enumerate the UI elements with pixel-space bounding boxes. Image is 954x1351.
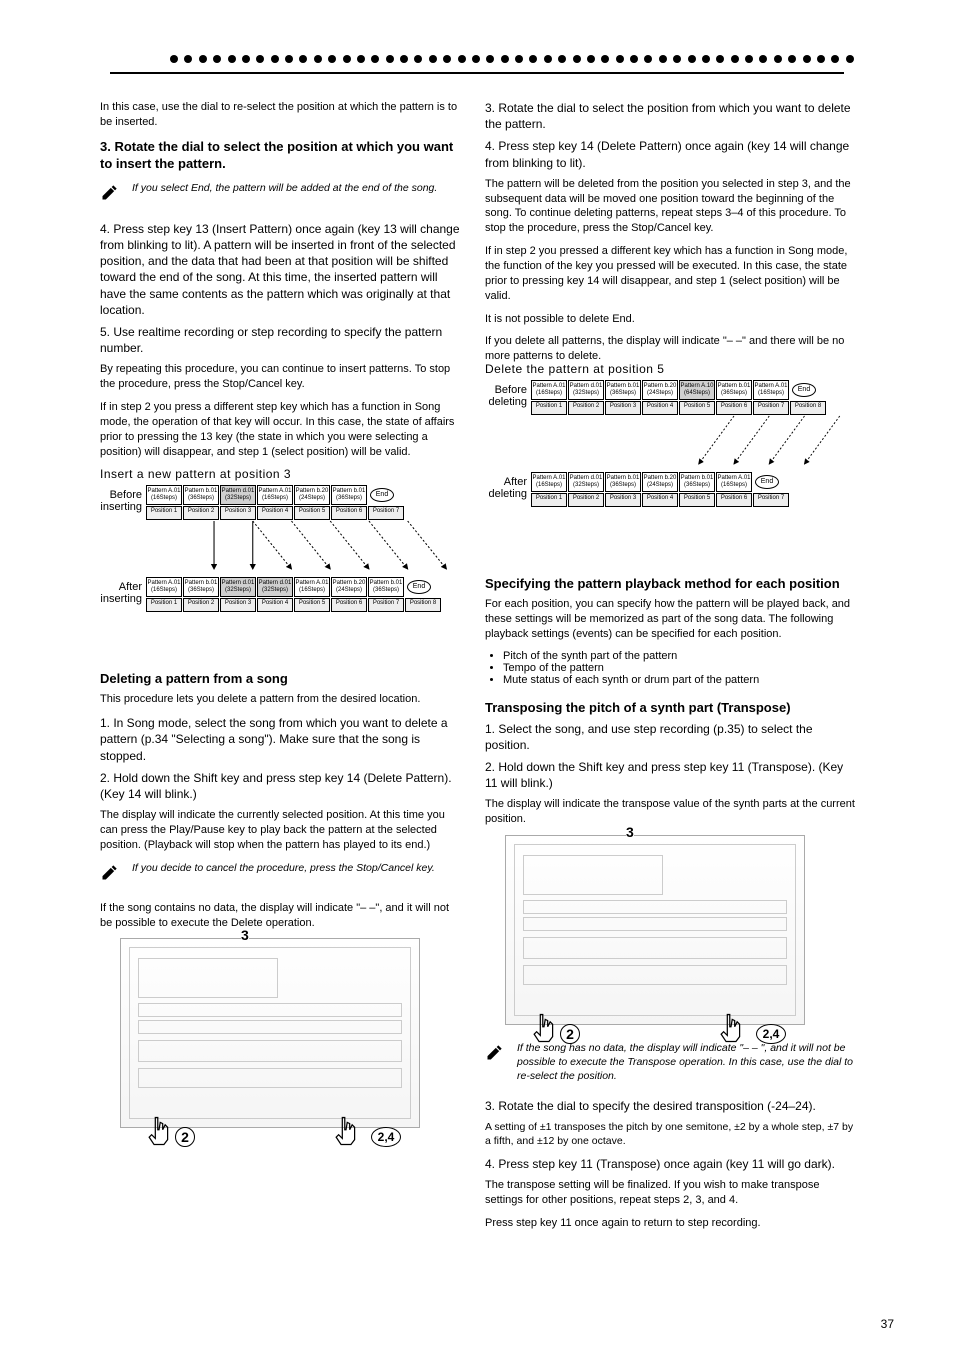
trans-step-3: 3. Rotate the dial to specify the desire… (485, 1098, 855, 1114)
body-text: If in step 2 you press a different step … (100, 400, 460, 459)
note: If the song has no data, the display wil… (485, 1041, 855, 1084)
note: If you decide to cancel the procedure, p… (100, 861, 460, 887)
step-4: 4. Press step key 13 (Insert Pattern) on… (100, 221, 460, 318)
body-text: If you delete all patterns, the display … (485, 334, 855, 364)
body-text: The display will indicate the transpose … (485, 797, 855, 827)
hand-icon (333, 1115, 359, 1147)
header-rule (110, 72, 844, 74)
heading-spec: Specifying the pattern playback method f… (485, 576, 855, 591)
body-text: In this case, use the dial to re-select … (100, 100, 460, 130)
delete-diagram: Delete the pattern at position 5 Before … (485, 362, 855, 562)
body-text: Press step key 11 once again to return t… (485, 1216, 855, 1231)
step-5: 5. Use realtime recording or step record… (100, 324, 460, 356)
body-text: For each position, you can specify how t… (485, 597, 855, 642)
device-illustration: 3 2 2,4 (120, 938, 420, 1128)
heading-transpose: Transposing the pitch of a synth part (T… (485, 700, 855, 715)
list-item: Mute status of each synth or drum part o… (503, 674, 855, 686)
trans-step-1: 1. Select the song, and use step recordi… (485, 721, 855, 753)
header-dots (170, 55, 854, 65)
step-3: 3. Rotate the dial to select the positio… (100, 138, 460, 173)
body-text: By repeating this procedure, you can con… (100, 362, 460, 392)
bullet-list: Pitch of the synth part of the patternTe… (503, 650, 855, 686)
pencil-icon (100, 862, 120, 887)
del-step-3: 3. Rotate the dial to select the positio… (485, 100, 855, 132)
pencil-icon (100, 182, 120, 207)
heading-delete: Deleting a pattern from a song (100, 671, 460, 686)
page-number: 37 (881, 1317, 894, 1331)
body-text: The transpose setting will be finalized.… (485, 1178, 855, 1208)
trans-step-2: 2. Hold down the Shift key and press ste… (485, 759, 855, 791)
del-step-1: 1. In Song mode, select the song from wh… (100, 715, 460, 764)
body-text: The display will indicate the currently … (100, 808, 460, 853)
device-illustration: 3 2 2,4 (505, 835, 805, 1025)
insert-diagram: Insert a new pattern at position 3 Befor… (100, 467, 460, 657)
left-column: In this case, use the dial to re-select … (100, 100, 460, 1144)
del-step-2: 2. Hold down the Shift key and press ste… (100, 770, 460, 802)
note: If you select End, the pattern will be a… (100, 181, 460, 207)
list-item: Tempo of the pattern (503, 662, 855, 674)
trans-step-4: 4. Press step key 11 (Transpose) once ag… (485, 1156, 855, 1172)
body-text: The pattern will be deleted from the pos… (485, 177, 855, 236)
body-text: A setting of ±1 transposes the pitch by … (485, 1120, 855, 1148)
pencil-icon (485, 1042, 505, 1067)
body-text: It is not possible to delete End. (485, 312, 855, 327)
hand-icon (146, 1115, 172, 1147)
list-item: Pitch of the synth part of the pattern (503, 650, 855, 662)
body-text: If the song contains no data, the displa… (100, 901, 460, 931)
del-step-4: 4. Press step key 14 (Delete Pattern) on… (485, 138, 855, 170)
right-column: 3. Rotate the dial to select the positio… (485, 100, 855, 1239)
body-text: If in step 2 you pressed a different key… (485, 244, 855, 303)
body-text: This procedure lets you delete a pattern… (100, 692, 460, 707)
hand-icon (531, 1012, 557, 1044)
hand-icon (718, 1012, 744, 1044)
